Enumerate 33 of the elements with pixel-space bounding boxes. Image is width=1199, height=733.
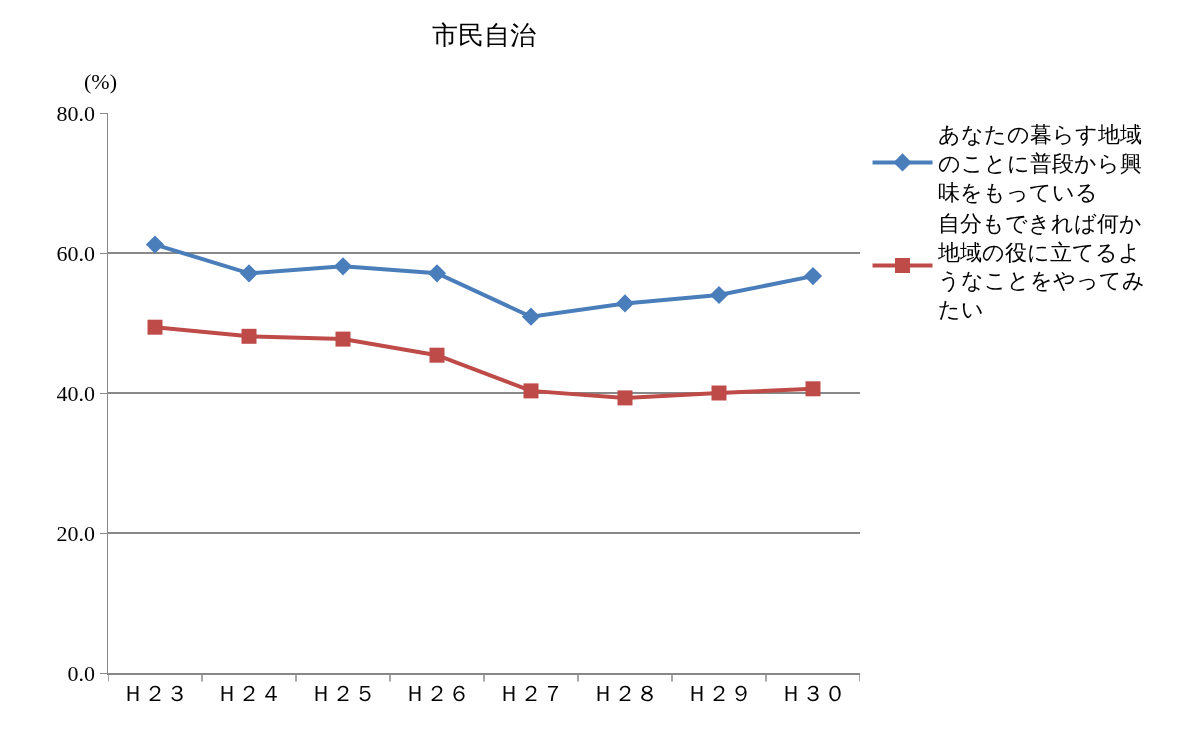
point (803, 267, 823, 286)
x-tick-label: Ｈ２３ (122, 680, 188, 706)
y-axis-title: (%) (84, 69, 117, 94)
y-tick-label: 20.0 (56, 520, 96, 546)
point (145, 235, 165, 254)
chart-title: 市民自治 (432, 20, 536, 50)
point (335, 331, 351, 347)
point (147, 319, 163, 335)
x-tick-label: Ｈ２５ (310, 680, 376, 706)
x-tick-label: Ｈ２９ (686, 680, 752, 706)
y-tick-label: 80.0 (56, 100, 96, 126)
point (709, 285, 729, 305)
x-tick-label: Ｈ２７ (498, 680, 564, 706)
y-tick-label: 0.0 (67, 660, 96, 686)
point (617, 390, 633, 406)
legend-label: あなたの暮らす地域のことに普段から興味をもっている (937, 122, 1142, 205)
point (239, 264, 259, 283)
y-tick-label: 40.0 (56, 380, 96, 406)
x-tick-label: Ｈ２６ (404, 680, 470, 706)
point (523, 383, 539, 399)
legend-label: 自分もできれば何か地域の役に立てるようなことをやってみたい (936, 211, 1145, 322)
point (521, 307, 541, 326)
point (615, 294, 635, 313)
point (333, 257, 353, 276)
x-tick-label: Ｈ３０ (780, 680, 846, 706)
point (805, 381, 821, 397)
y-tick-label: 60.0 (56, 240, 96, 266)
x-tick-label: Ｈ２４ (216, 680, 282, 706)
point (429, 347, 445, 363)
point (711, 385, 727, 401)
point (241, 328, 257, 344)
point (427, 264, 447, 283)
x-tick-label: Ｈ２８ (592, 680, 658, 706)
